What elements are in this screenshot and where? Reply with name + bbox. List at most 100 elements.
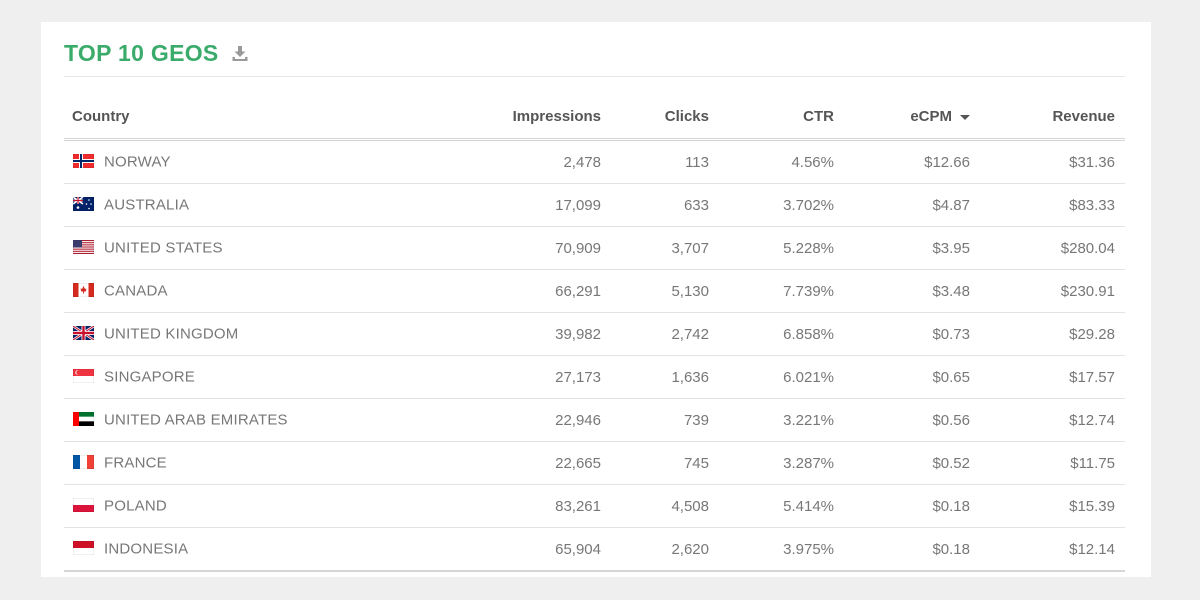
download-icon[interactable] xyxy=(231,44,249,62)
australia-flag-icon xyxy=(73,197,94,212)
country-name: INDONESIA xyxy=(104,540,189,558)
cell-revenue: $12.74 xyxy=(980,398,1125,442)
cell-ecpm: $0.52 xyxy=(844,441,980,485)
cell-revenue: $29.28 xyxy=(980,312,1125,356)
cell-clicks: 739 xyxy=(611,398,719,442)
cell-ctr: 5.414% xyxy=(719,484,844,528)
country-name: UNITED STATES xyxy=(104,239,223,257)
cell-ctr: 4.56% xyxy=(719,139,844,184)
cell-revenue: $280.04 xyxy=(980,226,1125,270)
cell-impressions: 27,173 xyxy=(426,355,611,399)
cell-country: POLAND xyxy=(64,484,426,528)
cell-ctr: 6.858% xyxy=(719,312,844,356)
table-header-row: Country Impressions Clicks CTR eCPM Reve… xyxy=(64,95,1125,141)
cell-ecpm: $3.95 xyxy=(844,226,980,270)
cell-country: SINGAPORE xyxy=(64,355,426,399)
cell-clicks: 4,508 xyxy=(611,484,719,528)
cell-clicks: 113 xyxy=(611,139,719,184)
cell-revenue: $83.33 xyxy=(980,183,1125,227)
column-header-clicks[interactable]: Clicks xyxy=(611,95,719,141)
cell-impressions: 39,982 xyxy=(426,312,611,356)
cell-impressions: 65,904 xyxy=(426,527,611,572)
cell-clicks: 2,620 xyxy=(611,527,719,572)
column-header-impressions[interactable]: Impressions xyxy=(426,95,611,141)
cell-ctr: 3.287% xyxy=(719,441,844,485)
cell-impressions: 22,946 xyxy=(426,398,611,442)
panel-title: TOP 10 GEOS xyxy=(64,39,219,66)
cell-country: AUSTRALIA xyxy=(64,183,426,227)
cell-country: FRANCE xyxy=(64,441,426,485)
country-name: FRANCE xyxy=(104,454,167,472)
cell-clicks: 1,636 xyxy=(611,355,719,399)
cell-ecpm: $0.65 xyxy=(844,355,980,399)
cell-revenue: $11.75 xyxy=(980,441,1125,485)
table-row: AUSTRALIA 17,099 633 3.702% $4.87 $83.33 xyxy=(64,183,1125,227)
france-flag-icon xyxy=(73,455,94,470)
singapore-flag-icon xyxy=(73,369,94,384)
cell-ctr: 7.739% xyxy=(719,269,844,313)
cell-clicks: 745 xyxy=(611,441,719,485)
uae-flag-icon xyxy=(73,412,94,427)
cell-ctr: 3.702% xyxy=(719,183,844,227)
column-header-revenue[interactable]: Revenue xyxy=(980,95,1125,141)
cell-clicks: 633 xyxy=(611,183,719,227)
cell-impressions: 2,478 xyxy=(426,139,611,184)
cell-clicks: 3,707 xyxy=(611,226,719,270)
cell-ecpm: $0.73 xyxy=(844,312,980,356)
cell-ecpm: $0.56 xyxy=(844,398,980,442)
poland-flag-icon xyxy=(73,498,94,513)
table-row: SINGAPORE 27,173 1,636 6.021% $0.65 $17.57 xyxy=(64,355,1125,399)
table-row: INDONESIA 65,904 2,620 3.975% $0.18 $12.14 xyxy=(64,527,1125,572)
cell-country: CANADA xyxy=(64,269,426,313)
panel-header: TOP 10 GEOS xyxy=(64,38,249,68)
cell-revenue: $17.57 xyxy=(980,355,1125,399)
table-row: CANADA 66,291 5,130 7.739% $3.48 $230.91 xyxy=(64,269,1125,313)
cell-ecpm: $0.18 xyxy=(844,484,980,528)
country-name: UNITED KINGDOM xyxy=(104,325,239,343)
cell-impressions: 70,909 xyxy=(426,226,611,270)
top-geos-panel: TOP 10 GEOS Country Impressions C xyxy=(41,22,1151,577)
column-header-ecpm[interactable]: eCPM xyxy=(844,95,980,141)
indonesia-flag-icon xyxy=(73,541,94,556)
cell-impressions: 22,665 xyxy=(426,441,611,485)
country-name: AUSTRALIA xyxy=(104,196,190,214)
cell-ctr: 5.228% xyxy=(719,226,844,270)
united-kingdom-flag-icon xyxy=(73,326,94,341)
country-name: CANADA xyxy=(104,282,168,300)
canada-flag-icon xyxy=(73,283,94,298)
cell-revenue: $230.91 xyxy=(980,269,1125,313)
caret-down-icon xyxy=(960,114,970,120)
header-divider xyxy=(64,76,1125,77)
cell-revenue: $12.14 xyxy=(980,527,1125,572)
cell-ctr: 3.975% xyxy=(719,527,844,572)
cell-ctr: 3.221% xyxy=(719,398,844,442)
table-row: UNITED STATES 70,909 3,707 5.228% $3.95 $280.… xyxy=(64,226,1125,270)
country-name: NORWAY xyxy=(104,153,171,171)
cell-ecpm: $12.66 xyxy=(844,139,980,184)
cell-revenue: $31.36 xyxy=(980,139,1125,184)
cell-ecpm: $4.87 xyxy=(844,183,980,227)
cell-ctr: 6.021% xyxy=(719,355,844,399)
cell-impressions: 83,261 xyxy=(426,484,611,528)
cell-ecpm: $3.48 xyxy=(844,269,980,313)
cell-ecpm: $0.18 xyxy=(844,527,980,572)
cell-country: UNITED KINGDOM xyxy=(64,312,426,356)
country-name: SINGAPORE xyxy=(104,368,195,386)
cell-clicks: 5,130 xyxy=(611,269,719,313)
table-row: FRANCE 22,665 745 3.287% $0.52 $11.75 xyxy=(64,441,1125,485)
table-row: POLAND 83,261 4,508 5.414% $0.18 $15.39 xyxy=(64,484,1125,528)
table-row: NORWAY 2,478 113 4.56% $12.66 $31.36 xyxy=(64,139,1125,184)
geos-table: Country Impressions Clicks CTR eCPM Reve… xyxy=(64,95,1125,572)
norway-flag-icon xyxy=(73,154,94,169)
column-header-ctr[interactable]: CTR xyxy=(719,95,844,141)
country-name: UNITED ARAB EMIRATES xyxy=(104,411,288,429)
table-row: UNITED KINGDOM 39,982 2,742 6.858% $0.73 $29.… xyxy=(64,312,1125,356)
cell-country: INDONESIA xyxy=(64,527,426,572)
column-header-country[interactable]: Country xyxy=(64,95,426,141)
cell-impressions: 17,099 xyxy=(426,183,611,227)
united-states-flag-icon xyxy=(73,240,94,255)
cell-impressions: 66,291 xyxy=(426,269,611,313)
country-name: POLAND xyxy=(104,497,167,515)
table-row: UNITED ARAB EMIRATES 22,946 739 3.221% $0.56… xyxy=(64,398,1125,442)
cell-country: UNITED STATES xyxy=(64,226,426,270)
